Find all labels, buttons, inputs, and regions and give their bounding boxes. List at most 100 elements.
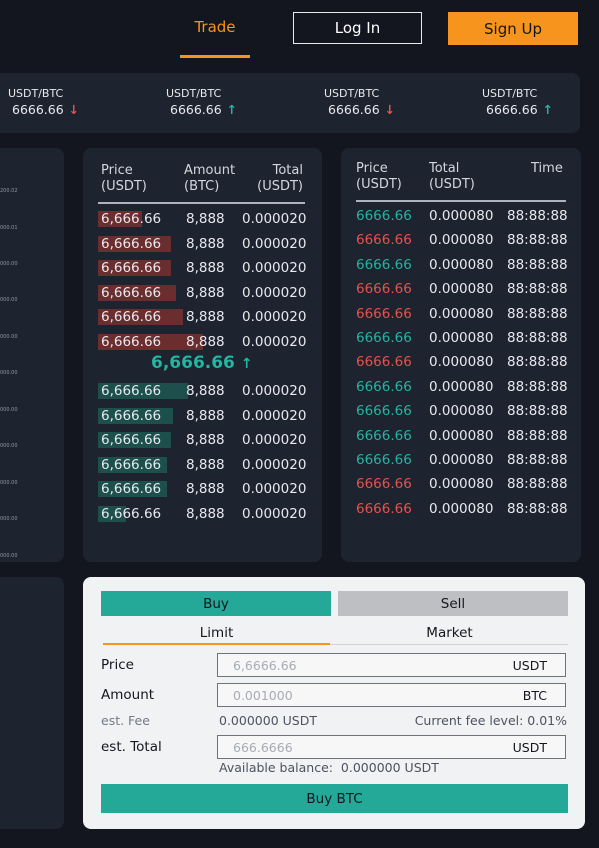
trade-total: 0.000080 — [429, 427, 494, 444]
ticker-price: 6666.66 — [328, 102, 380, 117]
orderbook-price: 6,666.66 — [101, 211, 162, 227]
trade-row[interactable]: 6666.66 0.000080 88:88:88 — [341, 497, 581, 521]
ticker-item[interactable]: USDT/BTC 6666.66 ↑ — [166, 87, 238, 117]
orderbook-sell-row[interactable]: 6,666.66 8,888 0.000020 — [83, 256, 322, 280]
orderbook-buy-row[interactable]: 6,666.66 8,888 0.000020 — [83, 428, 322, 452]
trade-row[interactable]: 6666.66 0.000080 88:88:88 — [341, 472, 581, 496]
ticker-item[interactable]: USDT/BTC 6666.66 ↓ — [324, 87, 396, 117]
sell-tab[interactable]: Sell — [338, 591, 568, 616]
trade-row[interactable]: 6666.66 0.000080 88:88:88 — [341, 424, 581, 448]
total-placeholder: 666.6666 — [233, 740, 293, 755]
arrow-up-icon: ↑ — [240, 356, 253, 372]
order-form-panel: Buy Sell Limit Market Price 6,6666.66 US… — [83, 577, 585, 829]
total-unit: USDT — [512, 740, 547, 755]
trade-row[interactable]: 6666.66 0.000080 88:88:88 — [341, 253, 581, 277]
orderbook-price: 6,666.66 — [101, 481, 162, 498]
orderbook-buy-row[interactable]: 6,666.66 8,888 0.000020 — [83, 453, 322, 477]
nav-tab-trade[interactable]: Trade — [180, 10, 250, 58]
trade-price: 6666.66 — [356, 330, 412, 346]
orderbook-sell-row[interactable]: 6,666.66 8,888 0.000020 — [83, 305, 322, 329]
trade-price: 6666.66 — [356, 281, 412, 298]
market-tab[interactable]: Market — [426, 625, 473, 641]
orderbook-buy-row[interactable]: 6,666.66 8,888 0.000020 — [83, 404, 322, 428]
trades-header-price: Price (USDT) — [356, 161, 402, 192]
depth-bar — [98, 309, 183, 326]
arrow-down-icon: ↓ — [68, 102, 79, 117]
login-button[interactable]: Log In — [293, 12, 422, 44]
total-input[interactable]: 666.6666 USDT — [217, 735, 566, 759]
orderbook-buy-row[interactable]: 6,666.66 8,888 0.000020 — [83, 502, 322, 526]
orderbook-sell-row[interactable]: 6,666.66 8,888 0.000020 — [83, 281, 322, 305]
trade-time: 88:88:88 — [507, 403, 568, 420]
trade-total: 0.000080 — [429, 403, 494, 420]
trade-row[interactable]: 6666.66 0.000080 88:88:88 — [341, 399, 581, 423]
chart-axis-label: 000.00 — [0, 553, 18, 559]
orderbook-total: 0.000020 — [242, 284, 307, 301]
orderbook-amount: 8,888 — [186, 309, 225, 326]
ticker-pair: USDT/BTC — [8, 87, 64, 100]
orderbook-buy-row[interactable]: 6,666.66 8,888 0.000020 — [83, 477, 322, 501]
ticker-price: 6666.66 — [486, 102, 538, 117]
orderbook-buy-row[interactable]: 6,666.66 8,888 0.000020 — [83, 379, 322, 403]
trades-header-total: Total (USDT) — [429, 161, 475, 192]
orderbook-header-price: Price (USDT) — [101, 163, 147, 194]
trade-total: 0.000080 — [429, 500, 494, 517]
orderbook-sell-row[interactable]: 6,666.66 8,888 0.000020 — [83, 207, 322, 231]
trade-row[interactable]: 6666.66 0.000080 88:88:88 — [341, 448, 581, 472]
orderbook-sell-row[interactable]: 6,666.66 8,888 0.000020 — [83, 330, 322, 354]
orderbook-amount: 8,888 — [186, 260, 225, 277]
orderbook-price: 6,666.66 — [101, 407, 162, 424]
orderbook-total: 0.000020 — [242, 407, 307, 424]
orderbook-amount: 8,888 — [186, 506, 225, 522]
trade-time: 88:88:88 — [507, 476, 568, 493]
tabs-divider — [330, 644, 568, 645]
available-balance: Available balance: 0.000000 USDT — [219, 760, 439, 775]
amount-unit: BTC — [522, 688, 547, 703]
chart-panel: 200.02 000.01 000.00 000.00 000.00 000.00 000.… — [0, 148, 64, 631]
trade-history-panel: Price (USDT) Total (USDT) Time 6666.66 0.… — [341, 148, 581, 562]
orderbook-total: 0.000020 — [242, 383, 307, 399]
depth-bar — [98, 235, 171, 252]
buy-tab[interactable]: Buy — [101, 591, 331, 616]
trade-row[interactable]: 6666.66 0.000080 88:88:88 — [341, 228, 581, 252]
chart-axis-label: 000.00 — [0, 261, 18, 267]
trade-price: 6666.66 — [356, 256, 412, 273]
orderbook-sell-row[interactable]: 6,666.66 8,888 0.000020 — [83, 232, 322, 256]
trade-total: 0.000080 — [429, 476, 494, 493]
price-placeholder: 6,6666.66 — [233, 658, 297, 673]
chart-axis-label: 000.00 — [0, 480, 18, 486]
trade-time: 88:88:88 — [507, 330, 568, 346]
orderbook-price: 6,666.66 — [101, 284, 162, 301]
trade-price: 6666.66 — [356, 452, 412, 468]
trade-price: 6666.66 — [356, 427, 412, 444]
depth-bar — [98, 383, 188, 399]
trade-time: 88:88:88 — [507, 232, 568, 249]
trade-row[interactable]: 6666.66 0.000080 88:88:88 — [341, 302, 581, 326]
ticker-item[interactable]: USDT/BTC 6666.66 ↑ — [482, 87, 554, 117]
orderbook-total: 0.000020 — [242, 456, 307, 473]
chart-axis-label: 000.00 — [0, 516, 18, 522]
signup-button[interactable]: Sign Up — [448, 12, 578, 45]
arrow-up-icon: ↑ — [542, 102, 553, 117]
trade-row[interactable]: 6666.66 0.000080 88:88:88 — [341, 204, 581, 228]
trade-row[interactable]: 6666.66 0.000080 88:88:88 — [341, 326, 581, 350]
limit-tab-underline — [103, 643, 330, 645]
chart-axis-label: 200.02 — [0, 188, 18, 194]
orderbook-mid-price: 6,666.66 ↑ — [151, 353, 253, 373]
orderbook-price: 6,666.66 — [101, 235, 162, 252]
trade-total: 0.000080 — [429, 281, 494, 298]
trades-header-divider — [356, 200, 566, 202]
trade-row[interactable]: 6666.66 0.000080 88:88:88 — [341, 375, 581, 399]
buy-btc-button[interactable]: Buy BTC — [101, 784, 568, 813]
price-input[interactable]: 6,6666.66 USDT — [217, 653, 566, 677]
trade-time: 88:88:88 — [507, 427, 568, 444]
trade-row[interactable]: 6666.66 0.000080 88:88:88 — [341, 350, 581, 374]
trade-row[interactable]: 6666.66 0.000080 88:88:88 — [341, 277, 581, 301]
amount-input[interactable]: 0.001000 BTC — [217, 683, 566, 707]
limit-tab[interactable]: Limit — [199, 625, 234, 641]
ticker-item[interactable]: USDT/BTC 6666.66 ↓ — [8, 87, 80, 117]
orderbook-price: 6,666.66 — [101, 383, 162, 399]
arrow-up-icon: ↑ — [226, 102, 237, 117]
price-label: Price — [101, 657, 134, 673]
orderbook-price: 6,666.66 — [101, 432, 162, 449]
